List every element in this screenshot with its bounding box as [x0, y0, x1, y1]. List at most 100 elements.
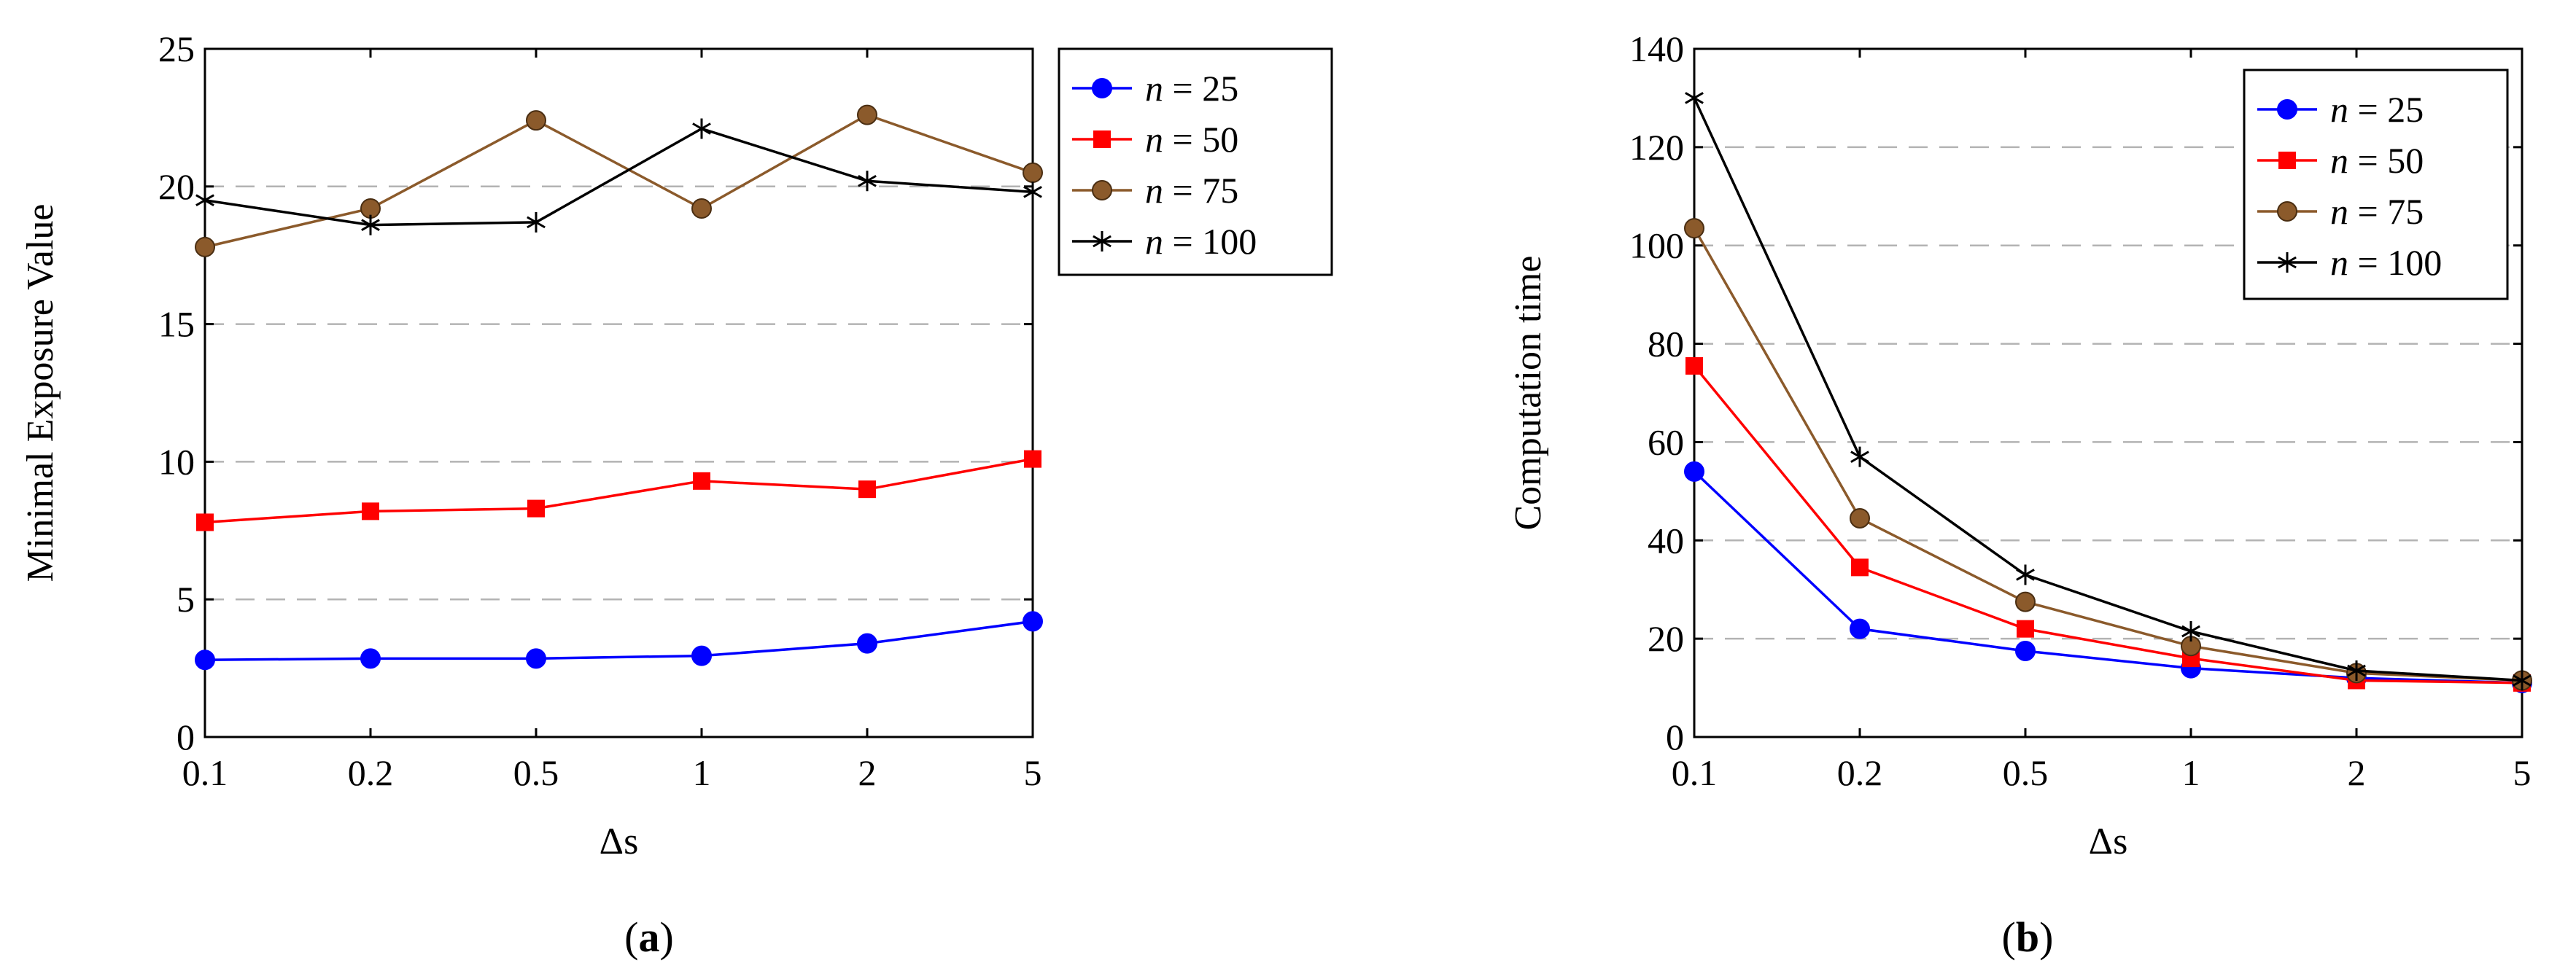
data-point-1	[1850, 446, 1869, 467]
data-point-2	[2016, 564, 2035, 585]
x-axis-label: Δs	[600, 821, 639, 862]
legend-symbol: n	[2330, 191, 2348, 232]
data-point-legend	[1092, 180, 1112, 200]
series-line	[204, 457, 1033, 524]
data-point-5	[1023, 162, 1043, 183]
data-point-3	[691, 645, 712, 666]
series-50	[196, 450, 1041, 531]
y-tick-label: 60	[1648, 421, 1684, 462]
data-point-0	[195, 650, 215, 671]
legend-label: n = 50	[1145, 119, 1238, 160]
data-point-5	[2513, 670, 2532, 691]
legend-label: n = 50	[2330, 140, 2424, 181]
data-point-2	[527, 499, 545, 518]
x-tick-label: 0.2	[1837, 752, 1883, 793]
x-axis-label: Δs	[2089, 821, 2128, 862]
legend-entry: n = 25	[2257, 89, 2424, 130]
y-tick-label: 25	[158, 28, 195, 69]
legend-label: n = 25	[2330, 89, 2424, 130]
series-line	[1693, 470, 2523, 685]
data-point-legend	[1092, 78, 1112, 98]
y-tick-label: 5	[176, 579, 195, 620]
legend-entry: n = 25	[1072, 68, 1238, 109]
data-point-1	[361, 214, 380, 235]
legend-entry: n = 50	[2257, 140, 2424, 181]
y-tick-label: 20	[1648, 618, 1684, 659]
data-point-0	[1685, 87, 1704, 109]
y-axis-label: Minimal Exposure Value	[20, 204, 61, 582]
data-point-1	[362, 502, 379, 520]
data-point-3	[2181, 621, 2200, 642]
y-tick-label: 40	[1648, 520, 1684, 561]
legend-value: 50	[2387, 140, 2424, 181]
data-point-0	[195, 190, 214, 211]
legend: n = 25 n = 50 n = 75 n = 100	[2243, 69, 2509, 300]
legend-value: 100	[1202, 221, 1257, 262]
legend-symbol: n	[1145, 119, 1163, 160]
data-point-0	[1684, 218, 1704, 239]
x-tick-label: 2	[858, 752, 877, 793]
series-line	[1693, 97, 2523, 682]
data-point-3	[693, 472, 710, 490]
series-100	[1685, 87, 2532, 691]
y-tick-label: 80	[1648, 324, 1684, 364]
data-point-4	[857, 633, 877, 654]
data-point-legend	[2277, 99, 2297, 120]
legend-entry: n = 50	[1072, 119, 1238, 160]
series-line	[204, 113, 1033, 249]
legend-label: n = 100	[2330, 242, 2442, 283]
data-point-5	[1024, 450, 1041, 468]
y-tick-label: 140	[1629, 28, 1684, 69]
y-tick-label: 15	[158, 304, 195, 345]
legend-symbol: n	[2330, 140, 2348, 181]
x-tick-label: 0.1	[1672, 752, 1718, 793]
legend-value: 50	[1202, 119, 1238, 160]
legend-entry: n = 100	[2257, 242, 2442, 283]
legend-entry: n = 75	[1072, 170, 1238, 211]
legend: n = 25 n = 50 n = 75 n = 100	[1058, 47, 1333, 276]
plot-frame	[1693, 47, 2523, 738]
y-tick-label: 0	[176, 717, 195, 757]
data-point-4	[857, 104, 877, 125]
data-point-0	[195, 236, 215, 257]
legend-label: n = 75	[1145, 170, 1238, 211]
data-point-5	[1023, 182, 1042, 203]
data-point-legend	[2277, 201, 2297, 222]
data-point-2	[527, 211, 546, 233]
data-point-legend	[2278, 252, 2297, 273]
data-point-2	[2017, 620, 2034, 638]
series-25	[1684, 461, 2532, 693]
data-point-4	[858, 171, 877, 192]
legend-value: 75	[2387, 191, 2424, 232]
data-point-2	[526, 110, 546, 131]
y-axis-label: Computation time	[1508, 256, 1549, 531]
y-tick-label: 0	[1666, 717, 1684, 757]
panel-caption: (b)	[2002, 913, 2054, 961]
y-tick-label: 10	[158, 441, 195, 482]
y-tick-label: 100	[1629, 225, 1684, 266]
data-point-4	[858, 480, 876, 499]
panel-caption: (a)	[624, 913, 674, 961]
data-point-2	[2015, 591, 2036, 612]
data-point-3	[691, 198, 712, 219]
data-point-2	[526, 648, 546, 669]
x-tick-label: 1	[693, 752, 711, 793]
legend-value: 25	[1202, 68, 1238, 109]
legend-symbol: n	[1145, 68, 1163, 109]
x-tick-label: 5	[1024, 752, 1042, 793]
series-line	[1693, 364, 2523, 685]
series-50	[1685, 356, 2531, 692]
legend-symbol: n	[1145, 221, 1163, 262]
x-tick-label: 0.5	[513, 752, 559, 793]
data-point-0	[1685, 356, 1703, 375]
data-point-legend	[2278, 152, 2296, 169]
series-line	[1693, 227, 2523, 682]
legend-label: n = 25	[1145, 68, 1238, 109]
series-100	[195, 118, 1042, 235]
legend-entry: n = 75	[2257, 191, 2424, 232]
y-tick-label: 20	[158, 166, 195, 207]
x-tick-label: 0.1	[182, 752, 228, 793]
x-tick-label: 2	[2348, 752, 2366, 793]
